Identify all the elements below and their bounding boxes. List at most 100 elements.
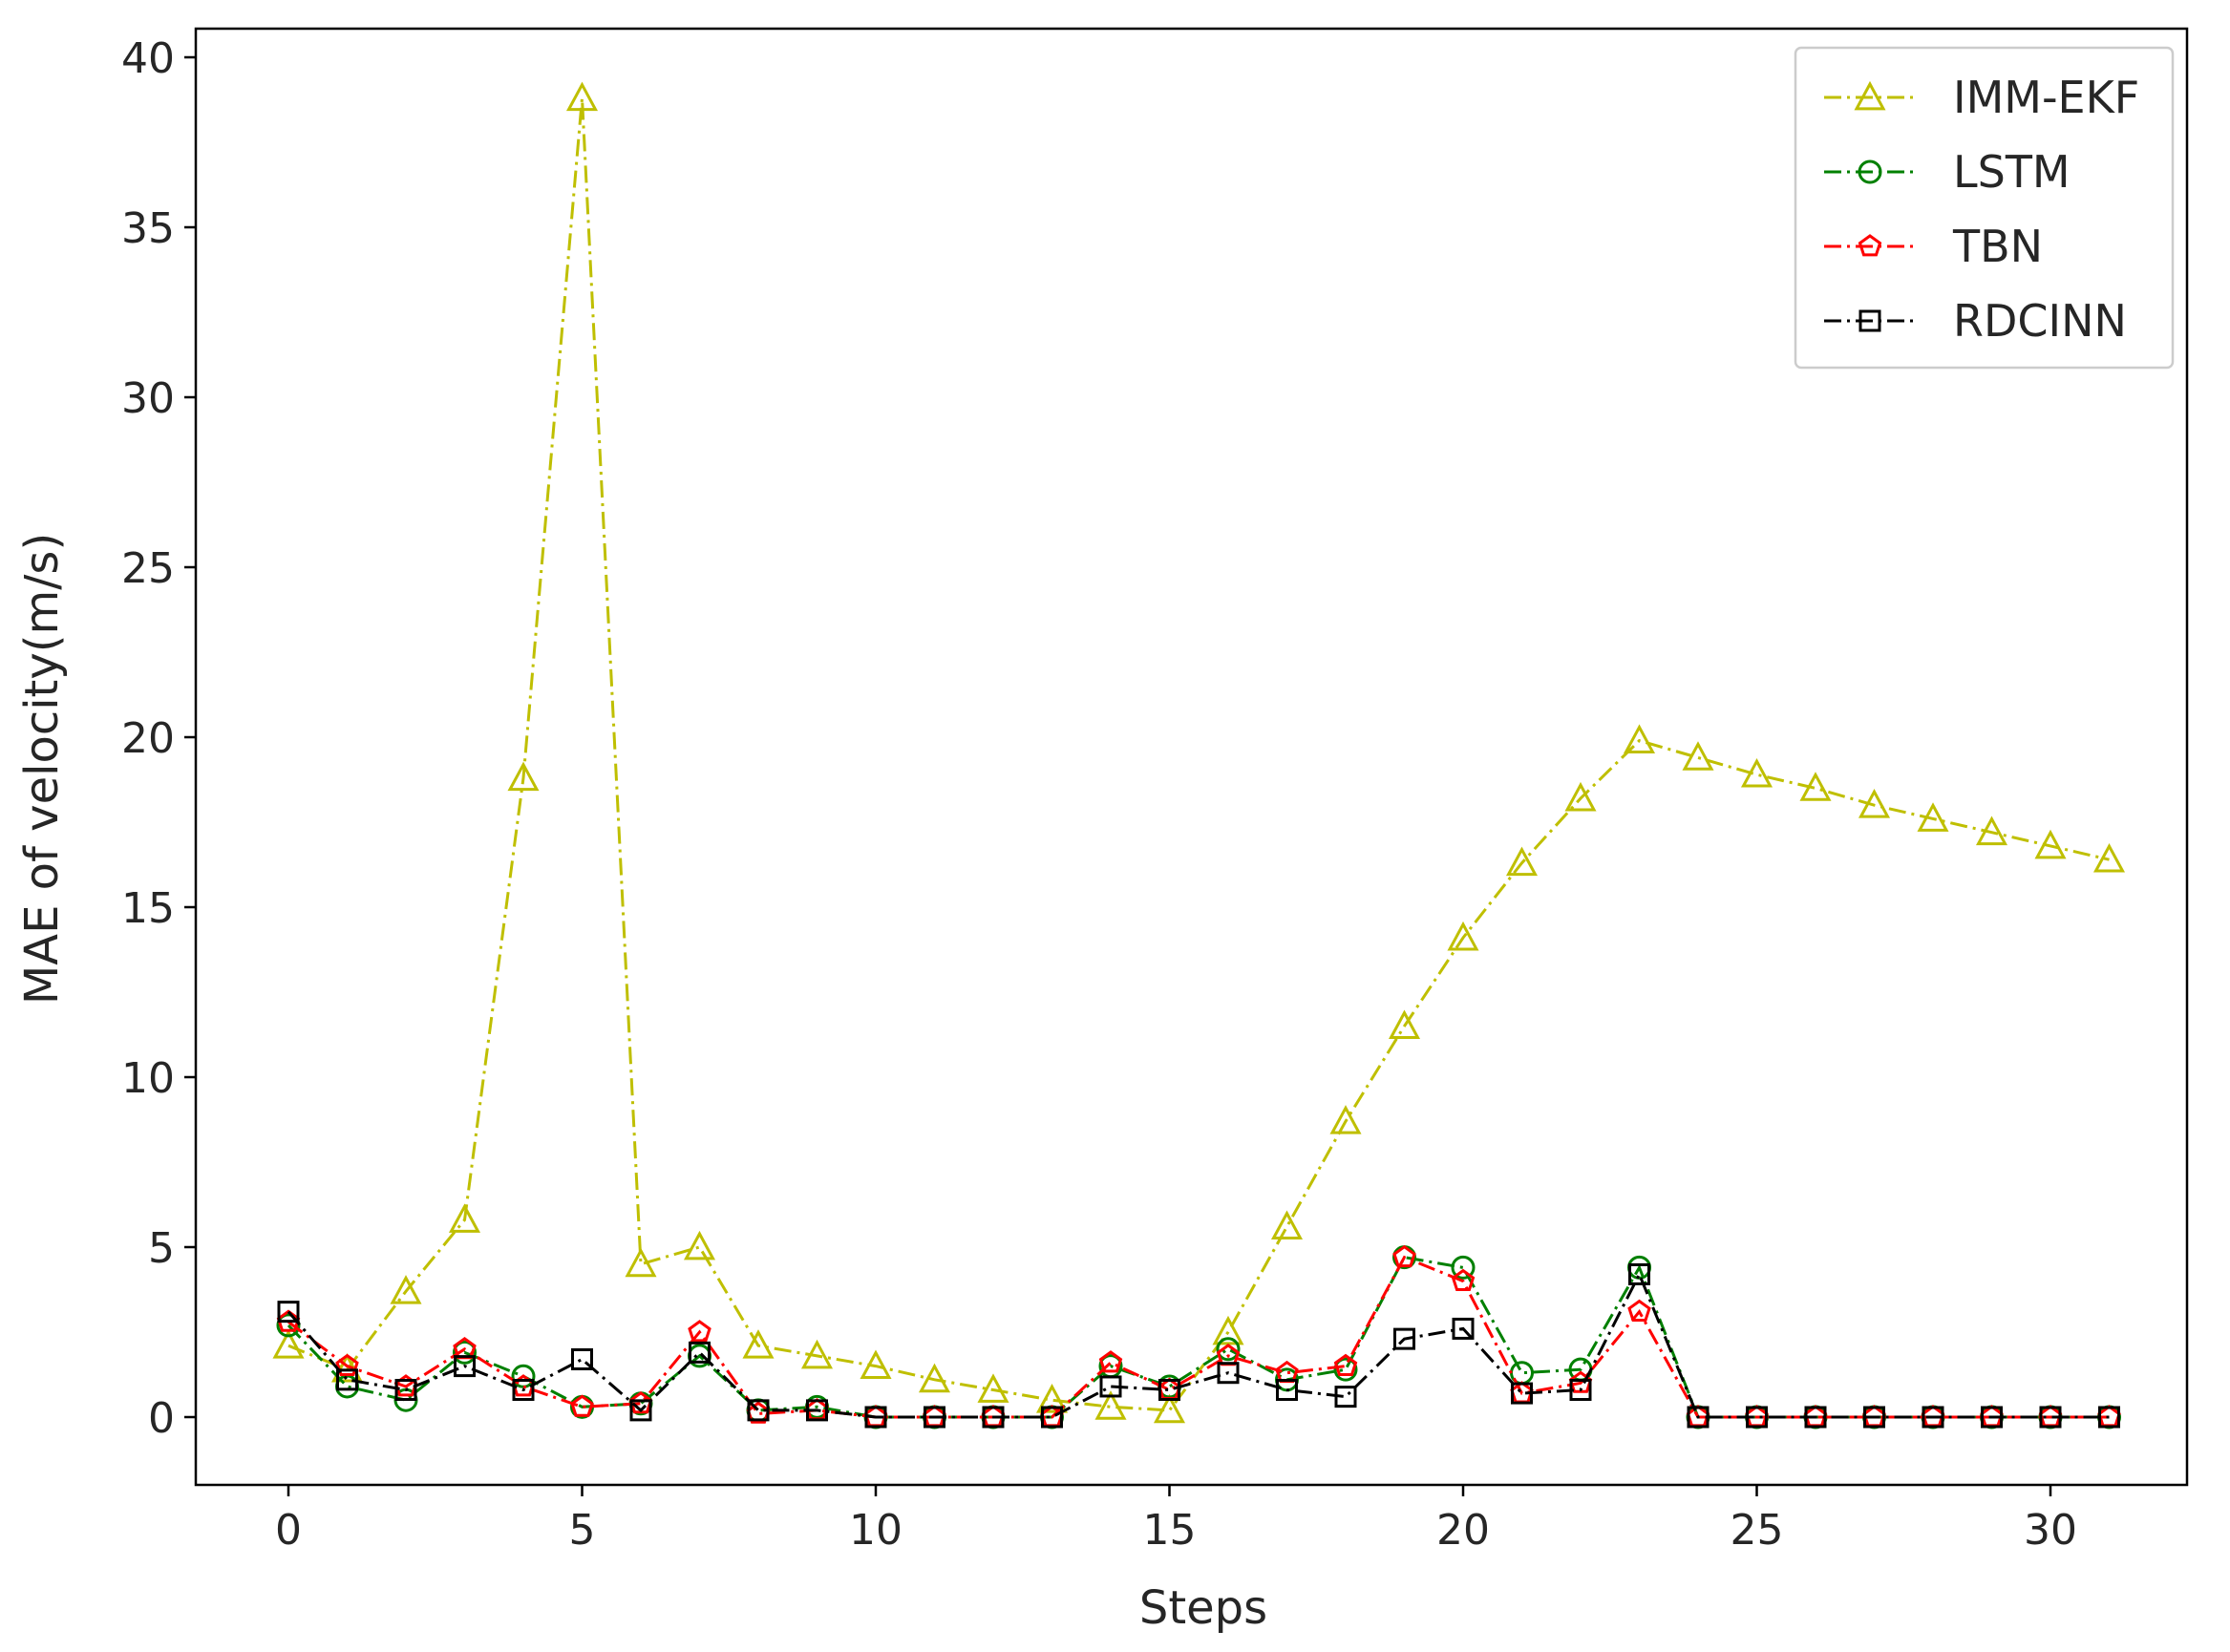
y-tick-label: 35 [121, 204, 175, 253]
data-point [1740, 758, 1773, 788]
legend-item: RDCINN [1824, 295, 2127, 347]
data-point [448, 1203, 481, 1233]
data-point [1451, 1268, 1476, 1291]
data-point [2034, 829, 2067, 859]
data-point [1094, 1390, 1127, 1420]
data-point [1975, 815, 2008, 846]
y-tick-label: 25 [121, 544, 175, 593]
data-point [1569, 1379, 1592, 1402]
data-point [1393, 1327, 1415, 1350]
data-point [565, 81, 599, 112]
data-point [335, 1353, 359, 1376]
legend-marker [1858, 234, 1882, 257]
data-point [1329, 1105, 1362, 1134]
series-line [287, 1255, 2110, 1419]
plot-area [194, 27, 2189, 1487]
x-tick-label: 10 [849, 1506, 903, 1555]
data-point [1981, 1406, 2003, 1429]
data-point [1452, 1317, 1475, 1340]
legend-marker [1854, 80, 1886, 111]
data-point [1392, 1244, 1416, 1268]
legend-label: RDCINN [1953, 295, 2127, 347]
data-point [629, 1399, 652, 1422]
y-tick-label: 40 [121, 34, 175, 83]
legend-item: TBN [1824, 221, 2043, 272]
data-point [454, 1355, 476, 1378]
data-point [1447, 921, 1479, 951]
data-point [1863, 1406, 1885, 1429]
legend-item: IMM-EKF [1824, 72, 2139, 123]
series-rdcinn [277, 1262, 2120, 1429]
data-point [864, 1406, 887, 1429]
data-point [918, 1363, 951, 1393]
data-point [1917, 802, 1949, 832]
data-point [1098, 1350, 1123, 1373]
legend-box [1794, 46, 2175, 370]
data-point [1388, 1009, 1421, 1039]
data-point [1153, 1393, 1186, 1424]
data-point [1628, 1262, 1650, 1285]
series-line [287, 1256, 2110, 1419]
series-tbn [276, 1244, 2121, 1428]
data-point [1212, 1315, 1244, 1345]
x-tick-label: 15 [1143, 1506, 1197, 1555]
y-axis-ticks: 0 5 10 15 20 25 30 35 40 [121, 34, 196, 1443]
data-point [571, 1347, 593, 1370]
x-tick-label: 30 [2024, 1506, 2077, 1555]
x-tick-label: 5 [569, 1506, 596, 1555]
data-point [1099, 1375, 1122, 1398]
x-tick-label: 25 [1731, 1506, 1784, 1555]
y-tick-label: 5 [148, 1224, 175, 1273]
data-point [625, 1247, 657, 1278]
series-line [287, 97, 2110, 1412]
data-point [1334, 1386, 1357, 1408]
data-point [977, 1373, 1009, 1403]
y-axis-label: MAE of velocity(m/s) [15, 533, 69, 1005]
y-tick-label: 15 [121, 884, 175, 933]
data-point [2039, 1406, 2062, 1429]
data-point [1451, 1255, 1476, 1280]
data-point [1746, 1406, 1768, 1429]
data-point [1217, 1362, 1240, 1385]
data-point [1568, 1370, 1593, 1393]
data-point [1276, 1379, 1298, 1402]
series-lstm [276, 1245, 2121, 1430]
data-point [924, 1406, 945, 1429]
data-point [1270, 1210, 1304, 1240]
data-point [1623, 724, 1656, 753]
data-point [453, 1340, 477, 1365]
data-point [2092, 843, 2126, 873]
x-tick-label: 20 [1436, 1506, 1490, 1555]
data-point [507, 761, 540, 792]
data-point [335, 1374, 359, 1399]
x-tick-label: 0 [275, 1506, 302, 1555]
data-point [683, 1230, 716, 1260]
x-axis-label: Steps [1139, 1581, 1267, 1635]
data-point [272, 1329, 305, 1359]
data-point [1687, 1406, 1710, 1429]
data-point [1041, 1406, 1063, 1429]
data-point [747, 1399, 770, 1422]
data-point [1333, 1353, 1358, 1376]
data-point [860, 1349, 892, 1379]
y-tick-label: 0 [148, 1394, 175, 1443]
data-point [1922, 1406, 1944, 1429]
data-point [1627, 1299, 1651, 1322]
data-point [1804, 1406, 1827, 1429]
data-point [330, 1353, 364, 1383]
data-point [688, 1320, 711, 1343]
legend-marker [1858, 309, 1881, 332]
series-imm-ekf [272, 81, 2126, 1424]
y-tick-label: 10 [121, 1054, 175, 1103]
data-point [742, 1329, 775, 1359]
data-point [277, 1301, 300, 1324]
data-point [394, 1379, 417, 1402]
data-point [1035, 1384, 1069, 1413]
data-point [1511, 1382, 1533, 1405]
data-point [512, 1379, 535, 1402]
legend: IMM-EKF LSTM TBN RDCINN [1794, 46, 2175, 370]
x-axis-ticks: 0 5 10 15 20 25 30 [275, 1485, 2077, 1555]
data-point [1505, 846, 1539, 877]
legend-label: LSTM [1953, 146, 2071, 198]
